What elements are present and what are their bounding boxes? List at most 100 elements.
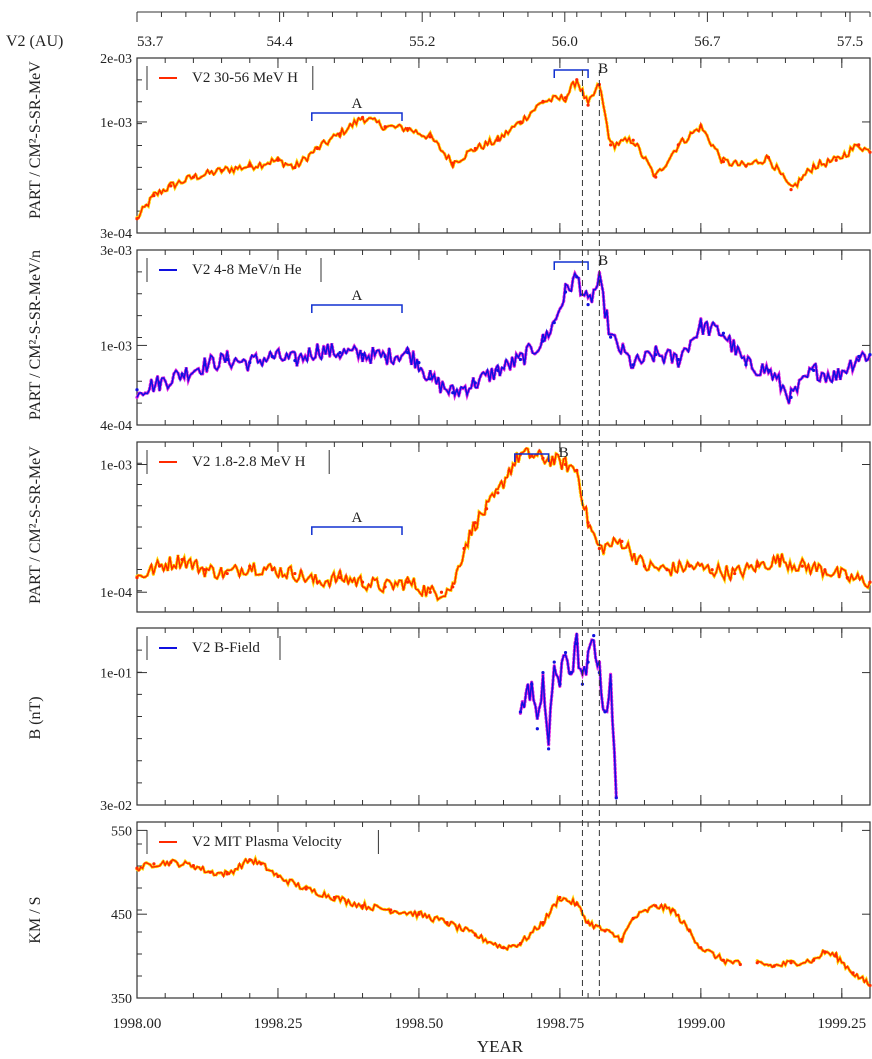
bracket-label-b: B: [559, 445, 569, 461]
bracket-a: [311, 304, 403, 313]
legend-label: V2 1.8-2.8 MeV H: [192, 454, 306, 470]
bracket-label-a: A: [351, 96, 362, 112]
data-point: [569, 670, 573, 675]
legend: V2 1.8-2.8 MeV H: [146, 450, 330, 474]
data-point: [778, 558, 782, 562]
data-point: [135, 388, 139, 392]
data-point: [293, 571, 297, 576]
data-point: [417, 912, 421, 916]
data-point: [744, 363, 748, 367]
bracket-label-b: B: [598, 253, 608, 269]
data-point: [501, 946, 506, 950]
y-tick-label: 4e-04: [100, 419, 132, 434]
data-point: [789, 188, 793, 192]
data-point-b: [834, 954, 838, 958]
data-point: [315, 146, 320, 151]
top-axis-tick-label: 56.0: [552, 34, 578, 50]
data-point: [721, 331, 726, 335]
data-point: [428, 377, 432, 381]
y-tick-label: 1e-03: [100, 339, 132, 354]
data-point: [451, 585, 455, 589]
data-point: [518, 710, 523, 714]
data-point: [563, 650, 568, 655]
data-point: [721, 160, 726, 164]
data-point: [530, 682, 534, 686]
data-point: [135, 217, 139, 221]
data-point: [586, 103, 590, 107]
x-tick-label: 1998.25: [254, 1016, 303, 1032]
data-point: [191, 863, 195, 868]
panel-2: 3e-03 1e-03 4e-04 V2 4-8 MeV/n He A B: [100, 244, 872, 434]
legend: V2 30-56 MeV H: [146, 66, 314, 90]
series-line: [136, 447, 871, 601]
data-point: [338, 132, 342, 136]
data-point: [563, 462, 568, 467]
data-point: [597, 546, 601, 551]
data-point: [203, 363, 207, 367]
data-point: [868, 150, 872, 154]
data-point: [473, 521, 477, 525]
data-point: [248, 564, 252, 568]
data-point: [496, 138, 500, 142]
data-point: [496, 368, 500, 373]
data-point: [259, 862, 263, 866]
data-point: [665, 568, 669, 572]
data-point: [417, 361, 421, 365]
x-tick-label: 1999.00: [676, 1016, 725, 1032]
y-axis-label-panel-5: KM / S: [27, 896, 44, 943]
data-point: [270, 568, 274, 572]
data-point: [699, 946, 703, 950]
top-axis-tick-label: 53.7: [137, 34, 164, 50]
data-point: [473, 146, 477, 151]
series-line: [136, 78, 871, 219]
y-tick-label: 1e-03: [100, 116, 132, 131]
panels: 2e-03 1e-03 3e-04 V2 30-56 MeV H A B 3e-03 1e-0…: [100, 52, 872, 1007]
bracket-a: [311, 112, 403, 121]
legend-label: V2 B-Field: [192, 640, 260, 656]
data-point: [225, 872, 229, 876]
data-point: [654, 352, 658, 357]
y-tick-label: 350: [111, 992, 132, 1007]
data-point: [383, 585, 387, 589]
y-axis-label-panel-2: PART / CM²-S-SR-MeV/n: [27, 250, 44, 420]
data-point: [541, 456, 545, 460]
data-point: [518, 941, 523, 946]
data-point: [496, 491, 500, 495]
data-point: [383, 354, 387, 359]
series-line: [136, 271, 871, 404]
data-point: [620, 539, 624, 543]
data-point: [535, 727, 539, 731]
x-tick-label: 1998.75: [536, 1016, 585, 1032]
data-point: [592, 633, 596, 638]
data-point: [484, 507, 489, 511]
data-point: [857, 354, 861, 359]
data-point: [135, 866, 139, 870]
y-tick-label: 2e-03: [100, 52, 132, 67]
bracket-b: [514, 453, 550, 462]
top-axis-label: V2 (AU): [6, 33, 63, 50]
data-point: [383, 125, 387, 129]
data-point: [445, 920, 449, 925]
x-tick-label: 1998.50: [395, 1016, 444, 1032]
data-point: [834, 158, 838, 162]
y-tick-label: 450: [111, 908, 132, 923]
series-markers: [518, 632, 618, 800]
data-point-b: [755, 961, 759, 965]
panel-1: 2e-03 1e-03 3e-04 V2 30-56 MeV H A B: [100, 52, 872, 242]
data-point: [428, 590, 432, 594]
data-point: [157, 564, 162, 568]
data-point: [654, 904, 658, 908]
data-point: [439, 590, 444, 594]
data-point: [575, 275, 579, 279]
data-point: [868, 580, 872, 584]
data-point: [518, 120, 523, 124]
data-point: [563, 290, 568, 294]
data-point: [654, 175, 658, 179]
data-point-b: [772, 964, 776, 968]
data-point: [547, 747, 551, 751]
data-point: [755, 564, 759, 568]
y-tick-label: 1e-04: [100, 586, 132, 601]
data-point: [304, 887, 308, 891]
data-point-b: [812, 958, 816, 962]
